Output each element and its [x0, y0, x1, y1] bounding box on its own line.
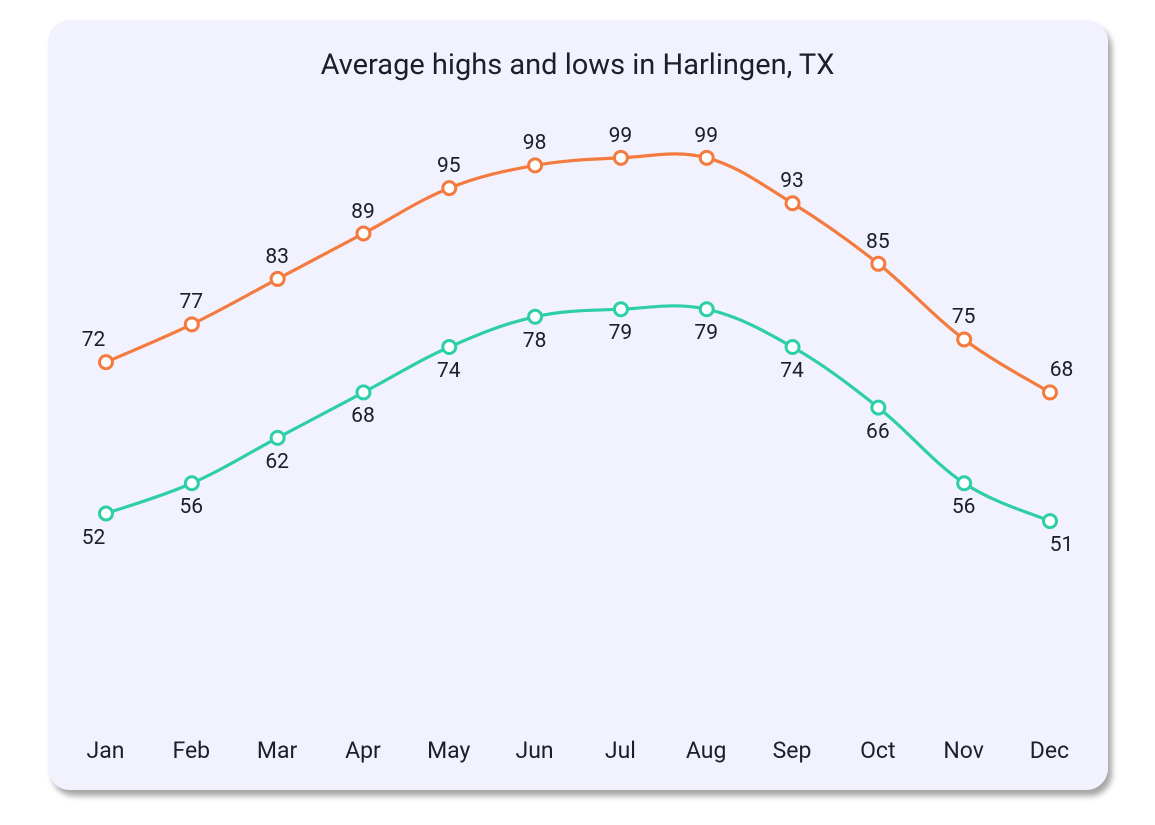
data-label-high: 75 [952, 305, 976, 329]
data-label-high: 99 [609, 124, 633, 148]
data-label-high: 72 [82, 328, 106, 352]
data-labels-layer: 72 77 83 89 95 98 99 99 93 85 75 68 52 56 62 68 74 78 79 79… [48, 90, 1108, 790]
data-label-low: 74 [437, 359, 461, 383]
data-label-low: 56 [952, 495, 976, 519]
data-label-high: 89 [351, 200, 375, 224]
data-label-low: 52 [82, 526, 106, 550]
data-label-high: 98 [523, 131, 547, 155]
x-axis-label: Feb [148, 737, 234, 764]
x-axis-label: Aug [663, 737, 749, 764]
data-label-low: 74 [780, 359, 804, 383]
card-inner: Average highs and lows in Harlingen, TX … [48, 20, 1108, 790]
plot-area: 72 77 83 89 95 98 99 99 93 85 75 68 52 56 62 68 74 78 79 79… [48, 90, 1108, 790]
data-label-high: 95 [437, 154, 461, 178]
data-label-low: 62 [265, 450, 289, 474]
data-label-low: 56 [180, 495, 204, 519]
chart-card: Average highs and lows in Harlingen, TX … [48, 20, 1108, 790]
data-label-low: 79 [694, 321, 718, 345]
data-label-high: 68 [1050, 358, 1074, 382]
x-axis-label: Nov [921, 737, 1007, 764]
x-axis-label: Oct [835, 737, 921, 764]
data-label-high: 99 [694, 124, 718, 148]
x-axis-label: Jul [577, 737, 663, 764]
data-label-low: 68 [351, 404, 375, 428]
data-label-low: 79 [609, 321, 633, 345]
data-label-low: 51 [1050, 533, 1074, 557]
x-axis-label: Dec [1007, 737, 1093, 764]
x-axis-labels: JanFebMarAprMayJunJulAugSepOctNovDec [63, 737, 1093, 764]
x-axis-label: Apr [320, 737, 406, 764]
data-label-high: 77 [180, 290, 204, 314]
data-label-high: 83 [265, 245, 289, 269]
data-label-high: 85 [866, 230, 890, 254]
data-label-low: 66 [866, 420, 890, 444]
data-label-high: 93 [780, 169, 804, 193]
data-label-low: 78 [523, 329, 547, 353]
x-axis-label: Jan [63, 737, 149, 764]
x-axis-label: May [406, 737, 492, 764]
x-axis-label: Mar [234, 737, 320, 764]
x-axis-label: Sep [749, 737, 835, 764]
x-axis-label: Jun [492, 737, 578, 764]
chart-title: Average highs and lows in Harlingen, TX [48, 20, 1108, 90]
